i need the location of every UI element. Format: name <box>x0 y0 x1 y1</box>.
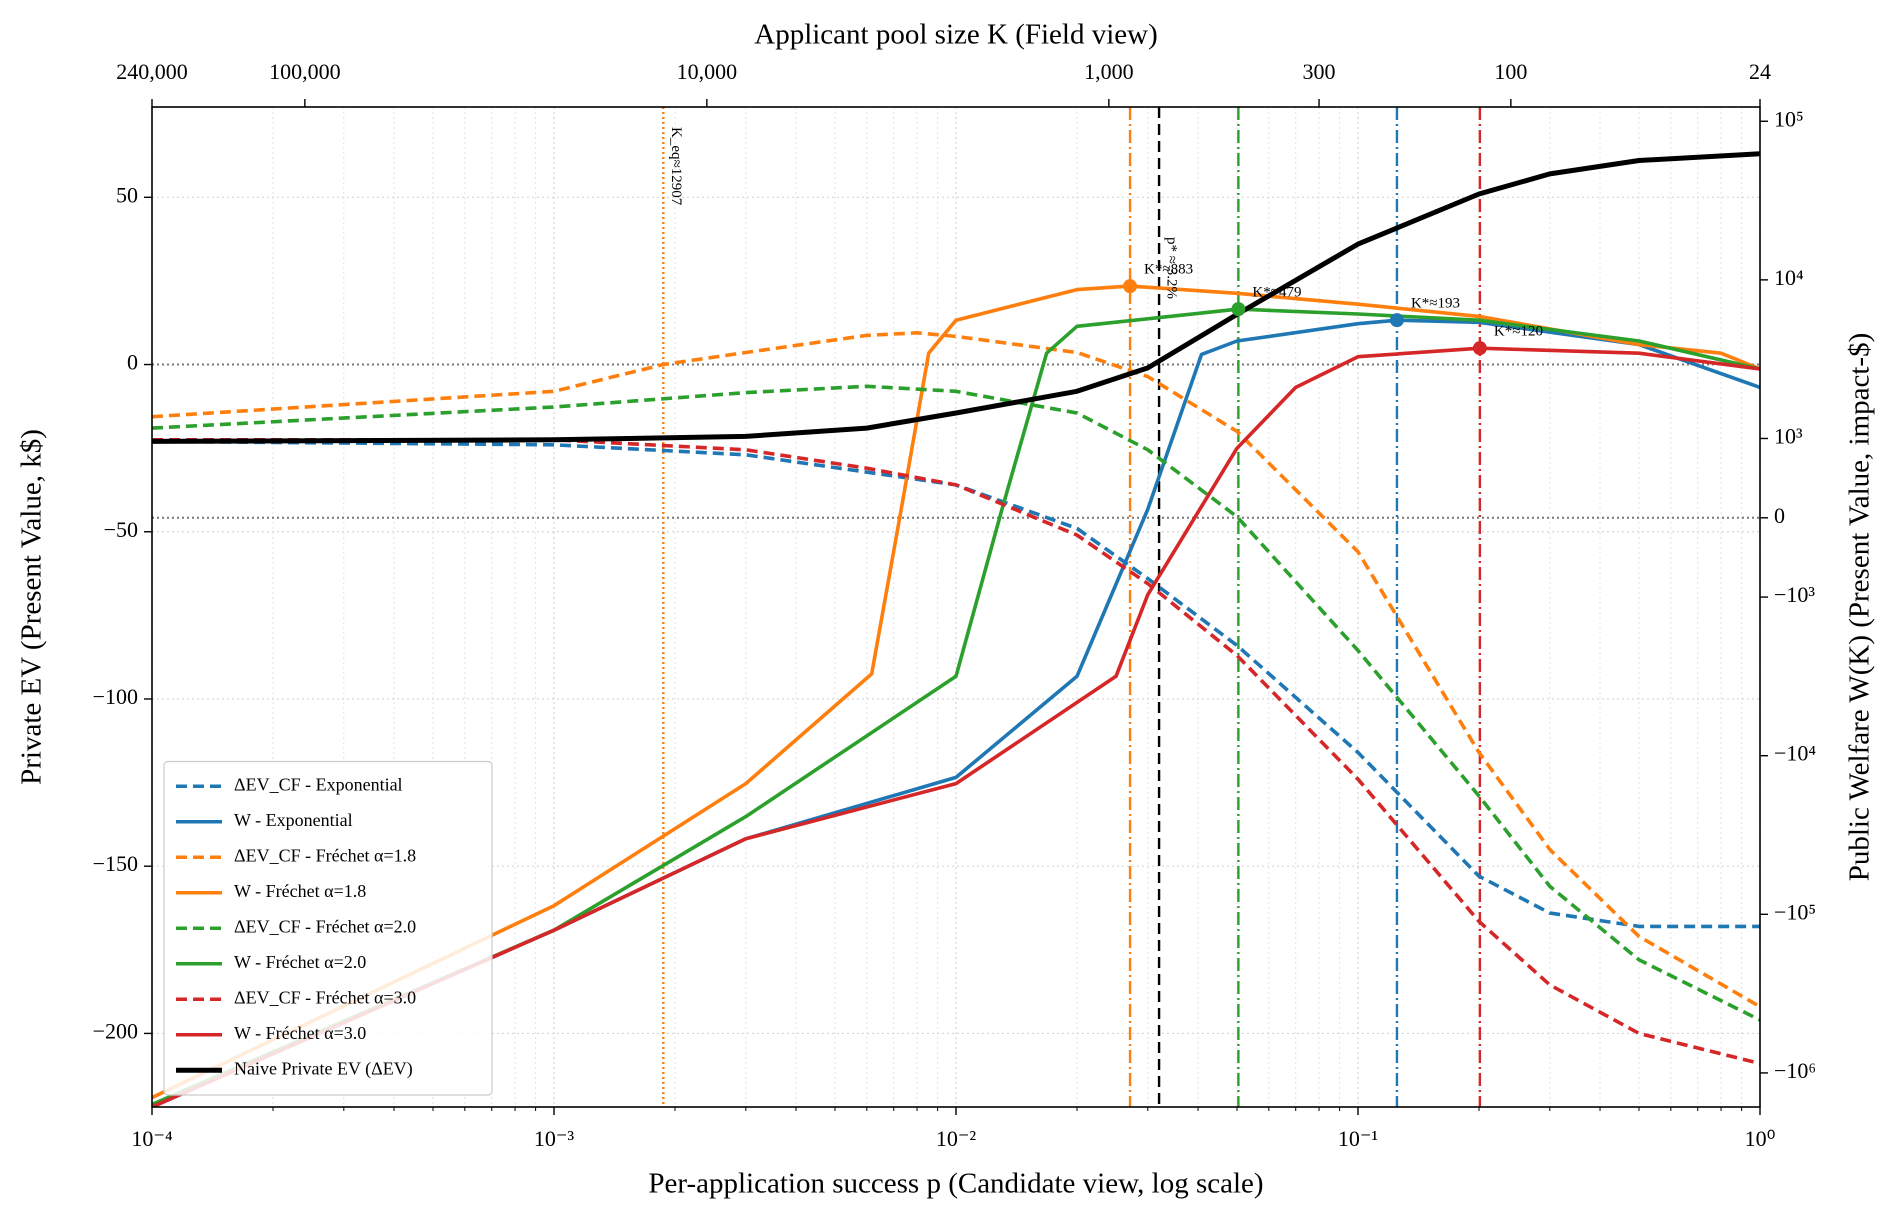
y-tick-label: −200 <box>93 1018 138 1043</box>
optimum-label: K*≈479 <box>1252 285 1301 301</box>
top-tick-label: 240,000 <box>116 59 188 84</box>
plot-area <box>152 107 1760 1107</box>
top-tick-label: 1,000 <box>1084 59 1134 84</box>
vertical-line-label: p* ≈ 3.2% <box>1164 237 1180 299</box>
top-tick-label: 100,000 <box>269 59 341 84</box>
y2-tick-label: 10⁵ <box>1774 106 1804 131</box>
y2-tick-label: −10⁶ <box>1774 1058 1816 1083</box>
y2-tick-label: −10³ <box>1774 582 1815 607</box>
x-tick-label: 10⁻³ <box>534 1126 575 1151</box>
y-tick-label: −150 <box>93 851 138 876</box>
y-tick-label: 0 <box>127 350 138 375</box>
legend-label: W - Fréchet α=1.8 <box>234 881 366 901</box>
x-tick-label: 10⁰ <box>1745 1126 1776 1151</box>
legend-label: ΔEV_CF - Fréchet α=2.0 <box>234 916 416 936</box>
x-axis-label: Per-application success p (Candidate vie… <box>648 1168 1263 1200</box>
legend-label: W - Exponential <box>234 810 353 830</box>
x-tick-label: 10⁻¹ <box>1338 1126 1378 1151</box>
optimum-marker <box>1389 313 1404 328</box>
y2-axis-label: Public Welfare W(K) (Present Value, impa… <box>1844 333 1876 882</box>
optimum-marker <box>1123 279 1138 294</box>
top-axis-label: Applicant pool size K (Field view) <box>754 19 1158 51</box>
y-axis-label: Private EV (Present Value, k$) <box>16 429 48 785</box>
top-tick-label: 100 <box>1494 59 1527 84</box>
series-line <box>152 346 1760 1107</box>
optimum-label: K*≈883 <box>1144 262 1193 278</box>
legend-label: ΔEV_CF - Fréchet α=1.8 <box>234 845 416 865</box>
series-line <box>152 307 1760 1107</box>
x-tick-label: 10⁻² <box>936 1126 977 1151</box>
optimum-marker <box>1472 341 1487 356</box>
y2-tick-label: −10⁵ <box>1774 899 1816 924</box>
legend-label: W - Fréchet α=2.0 <box>234 952 366 972</box>
y-tick-label: 50 <box>116 182 138 207</box>
legend-label: ΔEV_CF - Exponential <box>234 774 403 794</box>
series-line <box>152 151 1760 444</box>
vertical-line-label: K_eq≈12907 <box>668 127 684 206</box>
top-tick-label: 24 <box>1749 59 1771 84</box>
top-tick-label: 300 <box>1303 59 1336 84</box>
top-tick-label: 10,000 <box>677 59 738 84</box>
x-tick-label: 10⁻⁴ <box>131 1126 173 1151</box>
optimum-label: K*≈120 <box>1494 324 1543 340</box>
y2-tick-label: 10⁴ <box>1774 265 1804 290</box>
y-tick-label: −50 <box>104 517 138 542</box>
y2-tick-label: 0 <box>1774 503 1785 528</box>
legend: ΔEV_CF - Exponential W - Exponential ΔEV_C… <box>163 760 493 1096</box>
series-line <box>152 439 1760 929</box>
series-line <box>152 438 1760 1066</box>
legend-box <box>163 760 493 1096</box>
y2-tick-label: −10⁴ <box>1774 741 1816 766</box>
series-line <box>152 384 1760 1022</box>
y-tick-label: −100 <box>93 684 138 709</box>
optimum-label: K*≈193 <box>1411 296 1460 312</box>
legend-label: Naive Private EV (ΔEV) <box>234 1058 413 1079</box>
legend-label: ΔEV_CF - Fréchet α=3.0 <box>234 987 416 1007</box>
y2-tick-label: 10³ <box>1774 424 1803 449</box>
optimum-marker <box>1231 302 1246 317</box>
legend-label: W - Fréchet α=3.0 <box>234 1023 366 1043</box>
